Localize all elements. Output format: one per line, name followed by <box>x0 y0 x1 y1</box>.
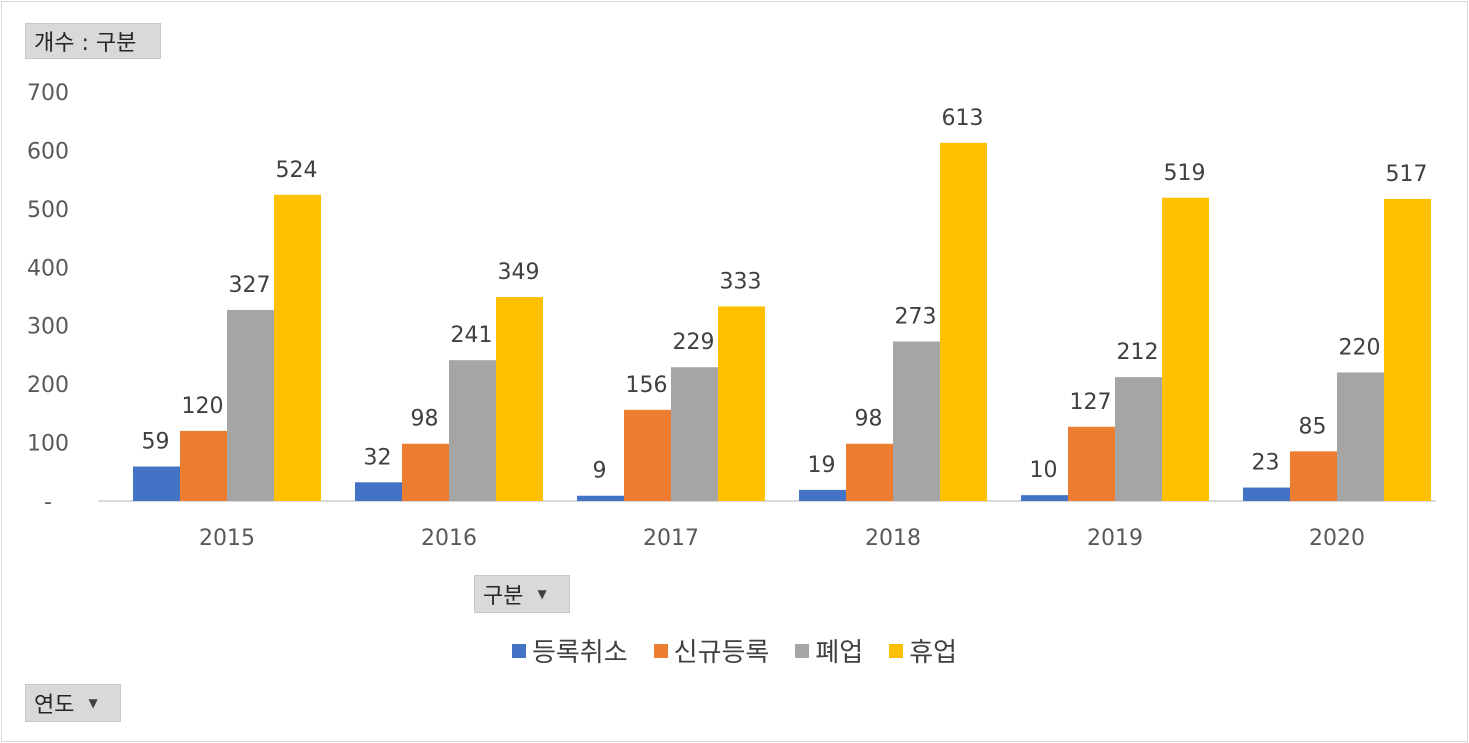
data-label: 120 <box>182 394 224 419</box>
y-tick-label: 100 <box>27 432 69 457</box>
data-label: 349 <box>498 260 540 285</box>
data-label: 519 <box>1164 161 1206 186</box>
legend-item: 신규등록 <box>653 632 770 669</box>
data-label: 23 <box>1252 451 1280 476</box>
bar-2015-1 <box>133 466 180 501</box>
data-label: 10 <box>1030 458 1058 483</box>
bar-2016-3 <box>449 360 496 501</box>
data-label: 19 <box>808 453 836 478</box>
legend-item: 폐업 <box>795 632 863 669</box>
legend: 등록취소 신규등록 폐업 휴업 <box>0 632 1469 669</box>
legend-swatch <box>889 643 904 658</box>
y-tick-label: - <box>44 490 52 515</box>
bar-2020-2 <box>1290 451 1337 501</box>
data-label: 32 <box>364 445 392 470</box>
value-field-button[interactable]: 개수 : 구분 <box>25 23 161 59</box>
bar-2020-4 <box>1384 198 1431 501</box>
data-label: 327 <box>229 273 271 298</box>
data-label: 156 <box>626 373 668 398</box>
bar-2015-4 <box>274 194 321 501</box>
y-axis: - 100 200 300 400 500 600 700 <box>27 81 69 515</box>
legend-label: 신규등록 <box>673 638 770 668</box>
bar-2016-2 <box>402 443 449 501</box>
x-tick-label: 2020 <box>1309 526 1365 551</box>
data-label: 333 <box>720 269 762 294</box>
y-tick-label: 500 <box>27 198 69 223</box>
legend-swatch <box>795 643 810 658</box>
data-label: 98 <box>411 407 439 432</box>
bar-2018-1 <box>799 489 846 501</box>
bar-2019-1 <box>1021 495 1068 501</box>
y-tick-label: 400 <box>27 256 69 281</box>
bar-2020-1 <box>1243 487 1290 501</box>
row-field-button[interactable]: 연도 ▼ <box>25 684 121 722</box>
x-tick-label: 2017 <box>643 526 699 551</box>
legend-item: 등록취소 <box>511 632 628 669</box>
data-label: 212 <box>1117 340 1159 365</box>
data-label: 273 <box>895 304 937 329</box>
x-tick-label: 2015 <box>199 526 255 551</box>
bar-2019-3 <box>1115 377 1162 501</box>
legend-label: 폐업 <box>815 638 864 668</box>
data-label: 98 <box>855 407 883 432</box>
bar-2020-3 <box>1337 372 1384 501</box>
value-field-label: 개수 : 구분 <box>34 31 137 56</box>
bar-2015-3 <box>227 309 274 501</box>
y-tick-label: 700 <box>27 81 69 106</box>
legend-label: 휴업 <box>909 638 958 668</box>
row-field-label: 연도 <box>34 693 75 718</box>
data-label: 517 <box>1386 162 1428 187</box>
legend-swatch <box>511 643 526 658</box>
bar-2016-4 <box>496 297 543 501</box>
bar-2017-4 <box>718 306 765 501</box>
bar-2016-1 <box>355 482 402 501</box>
data-label: 85 <box>1299 414 1327 439</box>
dropdown-arrow-icon[interactable]: ▼ <box>88 696 98 710</box>
bar-2015-2 <box>180 430 227 501</box>
data-label: 524 <box>276 158 318 183</box>
legend-item: 휴업 <box>889 632 957 669</box>
y-tick-label: 200 <box>27 373 69 398</box>
data-label: 127 <box>1070 390 1112 415</box>
data-label: 9 <box>593 459 607 484</box>
column-field-label: 구분 <box>483 584 524 609</box>
bar-2018-2 <box>846 443 893 501</box>
legend-swatch <box>653 643 668 658</box>
x-axis: 2015 2016 2017 2018 2019 2020 <box>199 526 1365 551</box>
data-label: 613 <box>942 106 984 131</box>
dropdown-arrow-icon[interactable]: ▼ <box>537 587 547 601</box>
bar-2018-4 <box>940 142 987 501</box>
data-label: 220 <box>1339 335 1381 360</box>
x-tick-label: 2018 <box>865 526 921 551</box>
x-tick-label: 2016 <box>421 526 477 551</box>
data-label: 229 <box>673 330 715 355</box>
data-label: 241 <box>451 323 493 348</box>
bar-2018-3 <box>893 341 940 501</box>
x-tick-label: 2019 <box>1087 526 1143 551</box>
bar-2017-1 <box>577 495 624 501</box>
bar-2017-2 <box>624 409 671 501</box>
y-tick-label: 300 <box>27 315 69 340</box>
y-tick-label: 600 <box>27 139 69 164</box>
bar-2019-4 <box>1162 197 1209 501</box>
data-label: 59 <box>142 430 170 455</box>
bar-2019-2 <box>1068 426 1115 501</box>
bar-2017-3 <box>671 367 718 501</box>
column-field-button[interactable]: 구분 ▼ <box>474 575 570 613</box>
legend-label: 등록취소 <box>531 638 628 668</box>
